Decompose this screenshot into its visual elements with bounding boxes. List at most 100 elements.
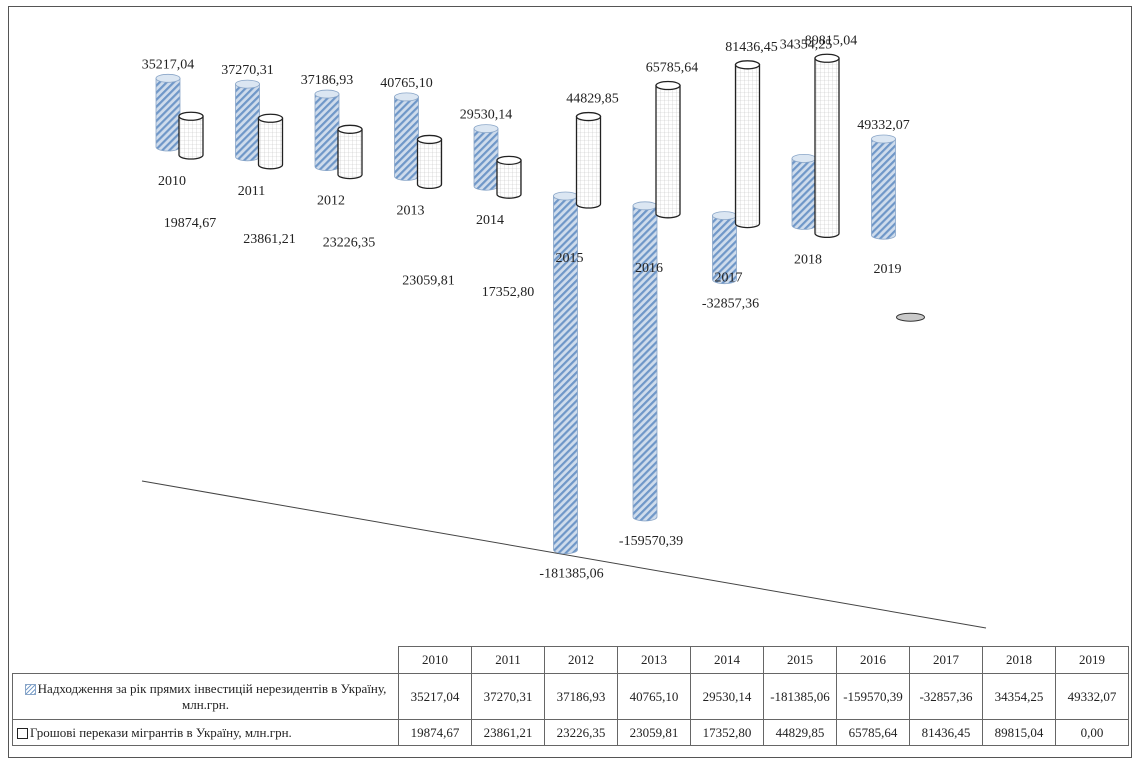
table-corner	[13, 647, 399, 674]
bar-series2	[814, 53, 840, 239]
year-label: 2012	[317, 194, 345, 209]
bar-series1	[394, 92, 419, 181]
bar-series2-cap	[337, 124, 363, 134]
series1-legend-cell: Надходження за рік прямих інвестицій нер…	[12, 673, 399, 720]
bar-series1-body	[235, 83, 260, 162]
data-table: 2010 2011 2012 2013 2014 2015 2016 2017 …	[12, 646, 1129, 746]
table-cell: 23059,81	[617, 719, 691, 746]
table-col-header: 2013	[617, 646, 691, 674]
value-label-series2: 81436,45	[725, 40, 778, 55]
value-label-series1: 37270,31	[221, 63, 274, 78]
year-label: 2016	[635, 261, 663, 276]
bar-series2	[337, 124, 363, 180]
year-label: 2014	[476, 213, 504, 228]
table-cell: -32857,36	[909, 673, 983, 720]
table-col-header: 2017	[909, 646, 983, 674]
bar-series2-body	[575, 115, 602, 209]
floor-line	[141, 480, 987, 629]
value-label-series1: 40765,10	[380, 76, 433, 91]
table-cell: 17352,80	[690, 719, 764, 746]
value-label-series2: 23861,21	[243, 232, 296, 247]
table-cell: 44829,85	[763, 719, 837, 746]
table-cell: 37270,31	[471, 673, 545, 720]
year-label: 2017	[715, 271, 743, 286]
bar-series2-cap	[814, 53, 840, 63]
table-cell: 65785,64	[836, 719, 910, 746]
bar-series1-body	[314, 93, 340, 171]
table-cell: 0,00	[1055, 719, 1129, 746]
value-label-series1: 49332,07	[857, 118, 910, 133]
series2-legend-label: Грошові перекази мігрантів в Україну, мл…	[30, 724, 292, 740]
table-row-series2: Грошові перекази мігрантів в Україну, мл…	[12, 719, 1129, 746]
value-label-series1: -159570,39	[619, 534, 683, 549]
bar-series2	[416, 134, 443, 190]
bar-series2	[178, 111, 204, 160]
bar-series1-cap	[473, 124, 499, 134]
bar-series1	[314, 89, 340, 171]
table-col-header: 2019	[1055, 646, 1129, 674]
year-label: 2013	[397, 203, 425, 218]
bar-series1-cap	[553, 191, 578, 201]
series1-legend-label: Надходження за рік прямих інвестицій нер…	[37, 680, 387, 712]
table-cell: -159570,39	[836, 673, 910, 720]
year-label: 2015	[556, 251, 584, 266]
bar-series2-body	[814, 57, 840, 239]
series1-legend-swatch	[24, 684, 36, 696]
bar-series1-cap	[314, 89, 340, 99]
bar-series1	[871, 134, 896, 240]
table-cell: 81436,45	[909, 719, 983, 746]
bar-series2-cap	[496, 155, 522, 166]
table-cell: 89815,04	[982, 719, 1056, 746]
value-label-series1: -32857,36	[702, 297, 759, 312]
table-cell: 34354,25	[982, 673, 1056, 720]
bar-series2-body	[734, 64, 761, 229]
bar-series1-cap	[871, 134, 896, 144]
bar-series2	[655, 80, 681, 219]
table-row-series1: Надходження за рік прямих інвестицій нер…	[12, 673, 1129, 720]
table-col-header: 2010	[398, 646, 472, 674]
bar-series2-cap	[734, 60, 761, 70]
value-label-series1: 35217,04	[142, 57, 195, 72]
bar-series1-cap	[632, 201, 658, 211]
bar-series2	[257, 113, 284, 170]
table-cell: -181385,06	[763, 673, 837, 720]
bar-series1	[553, 191, 578, 555]
bar-series1-cap	[155, 73, 181, 83]
table-col-header: 2016	[836, 646, 910, 674]
bar-series1	[712, 211, 737, 285]
bar-series2-cap	[655, 80, 681, 91]
bar-series2-cap	[178, 111, 204, 121]
bar-series1-body	[155, 77, 181, 152]
bar-series1	[155, 73, 181, 152]
bar-series2-body	[337, 128, 363, 180]
value-label-series2: 65785,64	[646, 61, 699, 76]
bar-series2-cap	[257, 113, 284, 123]
bar-series1	[632, 201, 658, 522]
table-col-header: 2012	[544, 646, 618, 674]
value-label-series1: 29530,14	[460, 108, 513, 123]
table-cell: 29530,14	[690, 673, 764, 720]
year-label: 2010	[158, 174, 186, 189]
table-cell: 35217,04	[398, 673, 472, 720]
chart-plot: 35217,04 19874,67 2010 37270,31 23861,21 2011…	[141, 33, 987, 629]
year-label: 2018	[794, 252, 822, 267]
table-cell: 40765,10	[617, 673, 691, 720]
value-label-series2: 23226,35	[323, 236, 376, 251]
bar-series1-cap	[394, 92, 419, 102]
series2-legend-swatch	[17, 728, 28, 740]
value-label-series2: 89815,04	[805, 33, 858, 48]
table-header-row: 2010 2011 2012 2013 2014 2015 2016 2017 …	[13, 646, 1129, 674]
value-label-series2: 17352,80	[482, 285, 535, 300]
table-cell: 19874,67	[398, 719, 472, 746]
table-cell: 23861,21	[471, 719, 545, 746]
bar-series2-body	[655, 84, 681, 219]
year-label: 2019	[874, 262, 902, 277]
bar-series1-body	[553, 195, 578, 555]
bar-series1-cap	[791, 154, 817, 163]
bar-series1-cap	[712, 211, 737, 221]
value-label-series1: 34354,25	[780, 37, 833, 52]
table-col-header: 2018	[982, 646, 1056, 674]
bar-series2	[896, 312, 925, 322]
bar-series2	[575, 111, 602, 209]
bar-series1-body	[791, 158, 817, 230]
